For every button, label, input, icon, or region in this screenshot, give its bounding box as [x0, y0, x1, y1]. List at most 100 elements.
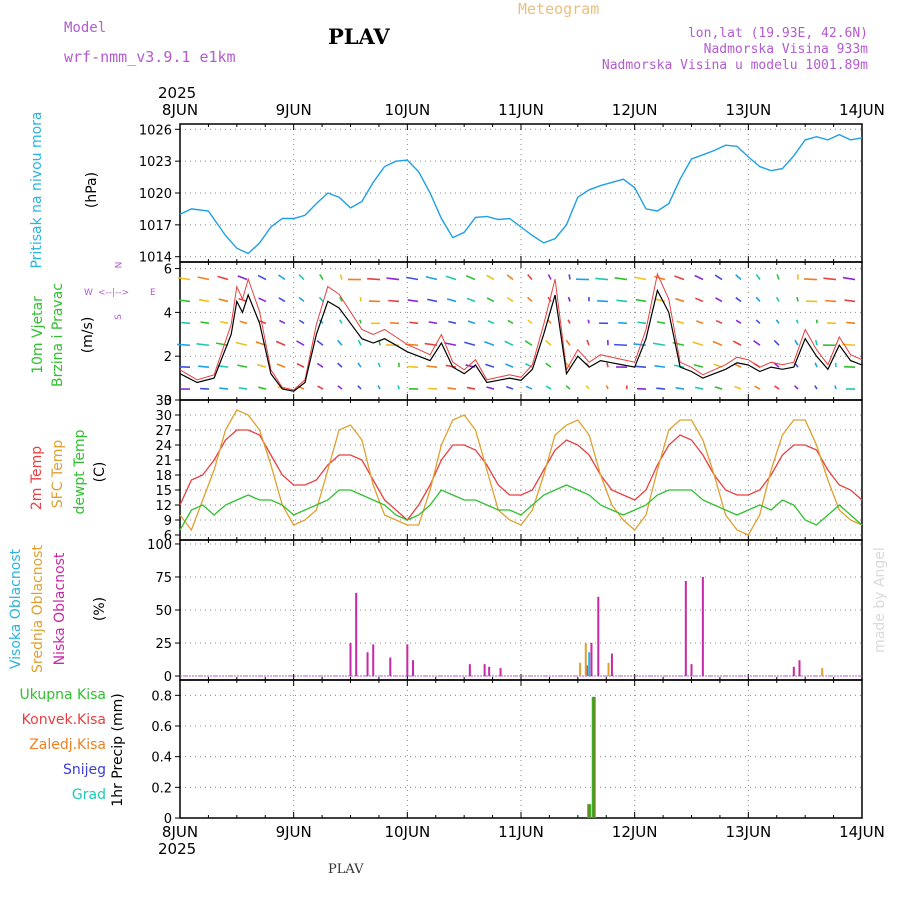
wind-arrow	[735, 319, 742, 325]
lonlat-text: lon,lat (19.93E, 42.6N)	[687, 26, 868, 41]
wind-arrow	[181, 321, 191, 325]
wind-arrow	[714, 386, 723, 390]
wind-arrow	[198, 298, 210, 303]
wind-arrow	[466, 386, 476, 390]
wind-arrow	[614, 343, 628, 347]
wind-arrow	[357, 339, 362, 346]
wind-arrow	[256, 363, 267, 368]
wind-arrow	[466, 297, 476, 303]
panel-frame-precip	[179, 679, 863, 819]
wind-arrow	[377, 362, 381, 368]
wind-arrow	[814, 385, 818, 390]
wind-arrow	[276, 363, 286, 368]
wind-arrow	[409, 321, 419, 325]
wind-arrow	[506, 385, 514, 390]
wind-arrow	[316, 339, 324, 346]
wind-arrow	[426, 365, 438, 368]
x-tick-label-top: 11JUN	[498, 101, 544, 119]
wind-arrow	[428, 321, 438, 325]
wind-arrow	[545, 339, 552, 346]
wind-arrow	[568, 274, 571, 280]
wind-arrow	[587, 319, 590, 324]
wind-arrow	[219, 387, 229, 390]
wind-arrow	[446, 298, 457, 303]
x-tick-label-bottom: 12JUN	[612, 823, 658, 841]
wind-arrow	[337, 339, 343, 346]
wind-arrow	[298, 296, 305, 303]
cloud-bar-low	[412, 660, 415, 677]
y-tick-label: 6	[164, 263, 172, 278]
wind-arrow	[634, 276, 647, 281]
wind-arrow	[545, 385, 552, 390]
cloud-bar-low	[349, 643, 352, 677]
wind-arrow	[715, 319, 723, 325]
wind-arrow	[235, 341, 248, 347]
y-tick-label: 0	[164, 812, 172, 827]
wind-arrow	[445, 275, 457, 281]
y-tick-label: 21	[155, 454, 172, 469]
wind-arrow	[673, 364, 685, 368]
wind-arrow	[388, 299, 400, 303]
wind-arrow	[407, 299, 419, 303]
cloud-bar-mid	[584, 643, 587, 677]
wind-arrow	[445, 364, 457, 368]
cloud-bar-low	[406, 644, 409, 677]
wind-arrow	[337, 362, 343, 368]
wind-arrow	[425, 275, 438, 281]
y-tick-label: 1020	[139, 187, 172, 202]
station-title: PLAV	[328, 24, 390, 49]
wind-arrow	[672, 341, 685, 347]
wind-arrow	[846, 321, 856, 325]
wind-arrow	[795, 319, 799, 324]
cloud-bar-mid	[607, 662, 610, 677]
wind-arrow	[755, 274, 761, 280]
cloud-bar-low	[585, 665, 588, 677]
wind-arrow	[237, 275, 248, 281]
wind-arrow	[675, 297, 685, 303]
wind-arrow	[444, 342, 457, 347]
wind-arrow	[694, 274, 704, 281]
wind-arrow	[257, 274, 267, 281]
x-tick-label-bottom: 9JUN	[276, 823, 312, 841]
wind-arrow	[279, 319, 286, 325]
wind-arrow	[654, 364, 666, 368]
wind-arrow	[606, 362, 609, 368]
wind-arrow	[735, 274, 742, 281]
cloud-bar-low	[488, 666, 491, 677]
wind-arrow	[506, 296, 514, 303]
y-tick-label: 9	[164, 514, 172, 529]
x-tick-label-top: 12JUN	[612, 101, 658, 119]
wind-arrow	[298, 274, 305, 281]
y-tick-label: 0.6	[151, 720, 172, 735]
y-tick-label: 15	[155, 484, 172, 499]
wind-arrow	[237, 364, 248, 368]
wind-arrow	[179, 299, 191, 303]
cloud-bar-low	[684, 580, 687, 677]
wind-arrow	[406, 276, 419, 281]
wind-arrow	[755, 319, 761, 324]
wind-arrow	[796, 296, 799, 302]
wind-arrow	[316, 362, 324, 368]
wind-arrow	[675, 386, 685, 390]
cloud-bar-low	[701, 576, 704, 677]
elevation-text: Nadmorska Visina 933m	[703, 42, 868, 57]
x-tick-label-top: 8JUN	[162, 101, 198, 119]
wind-arrow	[407, 365, 419, 368]
wind-arrow	[200, 321, 210, 325]
cloud-bar-low	[798, 660, 801, 677]
wind-arrow	[467, 320, 476, 325]
wind-speed-line	[179, 288, 863, 392]
cloud-bar-low	[483, 664, 486, 677]
year-top: 2025	[158, 84, 197, 102]
wind-arrow	[298, 319, 305, 324]
wind-arrow	[177, 276, 191, 281]
cloud-bar-low	[590, 643, 593, 677]
precip-label-conv: Konvek.Kisa	[21, 712, 106, 728]
wind-arrow	[565, 362, 571, 368]
wind-arrow	[507, 319, 514, 325]
x-tick-label-bottom: 11JUN	[498, 823, 544, 841]
model-elevation-text: Nadmorska Visina u modelu 1001.89m	[601, 58, 868, 73]
compass-w: W	[84, 288, 93, 298]
cloud-bar-low	[468, 664, 471, 677]
wind-arrow	[545, 362, 552, 368]
